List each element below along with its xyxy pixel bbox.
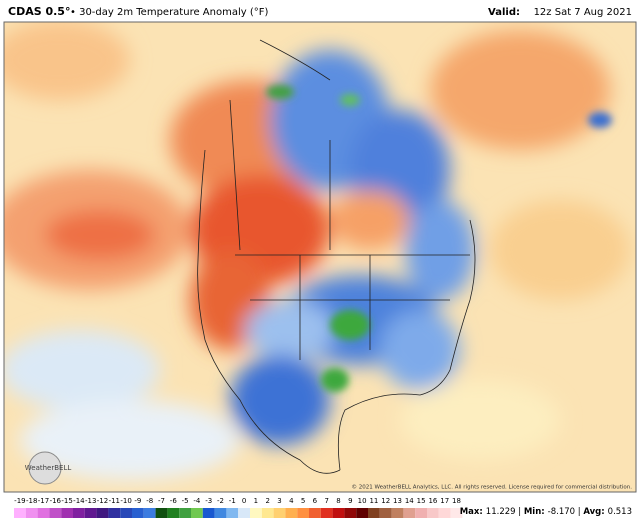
colorbar-swatch xyxy=(120,508,132,518)
colorbar-swatch xyxy=(332,508,345,518)
colorbar-swatch xyxy=(84,508,97,518)
colorbar-swatch xyxy=(356,508,368,518)
colorbar-label: 13 xyxy=(393,497,402,505)
colorbar-label: -9 xyxy=(134,497,141,505)
map: WeatherBELL © 2021 WeatherBELL Analytics… xyxy=(4,22,636,492)
colorbar-swatch xyxy=(37,508,50,518)
stat-label: Avg: xyxy=(583,507,604,517)
colorbar-label: 8 xyxy=(336,497,340,505)
colorbar-swatch xyxy=(73,508,85,518)
colorbar-label: 16 xyxy=(428,497,437,505)
map-title: • 30-day 2m Temperature Anomaly (°F) xyxy=(70,7,268,18)
copyright: © 2021 WeatherBELL Analytics, LLC. All r… xyxy=(352,484,633,491)
colorbar-label: 10 xyxy=(358,497,367,505)
colorbar-swatch xyxy=(167,508,180,518)
colorbar-label: -19 xyxy=(14,497,25,505)
colorbar-label: 1 xyxy=(254,497,258,505)
map-frame xyxy=(3,21,637,493)
colorbar-swatch xyxy=(250,508,262,518)
colorbar-label: 2 xyxy=(265,497,269,505)
colorbar-swatch xyxy=(285,508,298,518)
colorbar-swatch xyxy=(427,508,439,518)
colorbar-swatch xyxy=(61,508,73,518)
colorbar-label: -17 xyxy=(38,497,49,505)
colorbar-swatch xyxy=(368,508,380,518)
colorbar-label: 7 xyxy=(324,497,328,505)
colorbar-label: 6 xyxy=(313,497,318,505)
stat-value: 0.513 xyxy=(608,507,632,517)
valid-label: Valid: xyxy=(488,7,520,18)
colorbar-swatch xyxy=(155,508,168,518)
colorbar-swatch xyxy=(25,508,38,518)
colorbar-swatch xyxy=(14,508,26,518)
colorbar-swatch xyxy=(108,508,121,518)
stat-value: 11.229 xyxy=(486,507,516,517)
colorbar-swatch xyxy=(179,508,191,518)
colorbar-label: 18 xyxy=(452,497,461,505)
colorbar-label: -3 xyxy=(205,497,212,505)
colorbar-swatch xyxy=(415,508,427,518)
colorbar-swatch xyxy=(450,508,463,518)
colorbar-label: 15 xyxy=(417,497,426,505)
colorbar-label: -10 xyxy=(120,497,131,505)
colorbar-swatch xyxy=(226,508,239,518)
colorbar-swatch xyxy=(273,508,286,518)
colorbar-swatch xyxy=(49,508,62,518)
colorbar-label: -1 xyxy=(229,497,236,505)
stat-value: -8.170 xyxy=(548,507,575,517)
colorbar-swatch xyxy=(202,508,215,518)
colorbar-swatch xyxy=(344,508,357,518)
colorbar-swatch xyxy=(96,508,109,518)
colorbar-label: 4 xyxy=(289,497,294,505)
colorbar-swatch xyxy=(191,508,203,518)
colorbar-swatch xyxy=(403,508,416,518)
valid-time: 12z Sat 7 Aug 2021 xyxy=(534,7,632,18)
colorbar-label: -16 xyxy=(50,497,62,505)
stats: Max: 11.229 | Min: -8.170 | Avg: 0.513 xyxy=(460,507,632,517)
colorbar-swatch xyxy=(238,508,250,518)
colorbar-label: -5 xyxy=(182,497,189,505)
colorbar-label: -13 xyxy=(85,497,96,505)
colorbar-label: -6 xyxy=(170,497,178,505)
colorbar-swatch xyxy=(438,508,451,518)
colorbar-label: 11 xyxy=(369,497,378,505)
logo-text: WeatherBELL xyxy=(25,464,72,472)
colorbar-swatch xyxy=(379,508,392,518)
colorbar-swatch xyxy=(214,508,227,518)
colorbar-label: -15 xyxy=(61,497,72,505)
colorbar-swatch xyxy=(143,508,156,518)
model-name: CDAS 0.5° xyxy=(8,5,70,18)
stat-label: Min: xyxy=(524,507,545,517)
logo-mark xyxy=(28,451,62,485)
colorbar-label: 3 xyxy=(277,497,281,505)
colorbar-swatch xyxy=(391,508,404,518)
colorbar-label: 14 xyxy=(405,497,414,505)
colorbar-label: 9 xyxy=(348,497,352,505)
stats-separator: | xyxy=(575,507,583,517)
colorbar-swatch xyxy=(309,508,321,518)
colorbar-label: -4 xyxy=(193,497,201,505)
colorbar-label: 0 xyxy=(242,497,246,505)
colorbar-label: -14 xyxy=(73,497,85,505)
colorbar-label: -8 xyxy=(146,497,153,505)
stats-separator: | xyxy=(516,507,524,517)
colorbar-swatch xyxy=(320,508,333,518)
colorbar-label: -18 xyxy=(26,497,37,505)
colorbar-label: -2 xyxy=(217,497,224,505)
colorbar-label: -7 xyxy=(158,497,165,505)
colorbar-swatch xyxy=(297,508,309,518)
colorbar-swatch xyxy=(132,508,144,518)
colorbar-label: 12 xyxy=(381,497,390,505)
colorbar-label: 5 xyxy=(301,497,305,505)
colorbar-label: -12 xyxy=(97,497,108,505)
stat-label: Max: xyxy=(460,507,483,517)
colorbar-label: -11 xyxy=(109,497,120,505)
colorbar: -19 -18 -17 -16 -15 -14 -13 -12 -11 -10 -9 -8 -7 -6 -5… xyxy=(14,497,463,518)
colorbar-swatch xyxy=(261,508,274,518)
colorbar-label: 17 xyxy=(440,497,449,505)
